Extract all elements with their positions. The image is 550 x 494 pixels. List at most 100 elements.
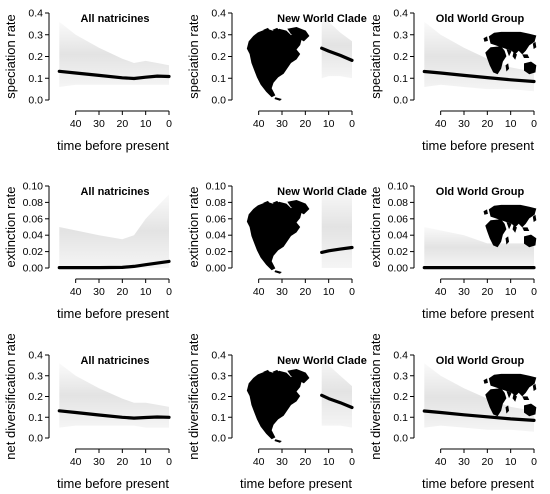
panel-title: All natricines	[80, 186, 149, 198]
y-tick-label: 0.10	[206, 181, 227, 193]
x-axis-label: time before present	[57, 306, 169, 321]
y-tick-label: 0.3	[28, 29, 43, 41]
y-tick-label: 0.00	[206, 263, 227, 275]
x-tick-label: 10	[505, 118, 517, 130]
y-tick-label: 0.08	[206, 197, 227, 209]
x-axis-label: time before present	[57, 138, 169, 153]
x-tick-label: 0	[166, 286, 172, 298]
y-tick-label: 0.3	[28, 370, 43, 382]
y-tick-label: 0.02	[388, 246, 409, 258]
confidence-band	[321, 13, 352, 79]
y-tick-label: 0.3	[393, 29, 408, 41]
y-tick-label: 0.1	[211, 73, 226, 85]
y-tick-label: 0.2	[28, 51, 43, 63]
y-tick-label: 0.2	[211, 51, 226, 63]
confidence-band	[321, 355, 352, 428]
y-axis-label: speciation rate	[368, 14, 383, 99]
x-tick-label: 0	[531, 118, 537, 130]
y-tick-label: 0.08	[23, 197, 44, 209]
y-tick-label: 0.2	[211, 391, 226, 403]
y-tick-label: 0.2	[28, 391, 43, 403]
rate-line	[320, 245, 354, 254]
x-tick-label: 0	[531, 286, 537, 298]
y-tick-label: 0.4	[393, 8, 408, 20]
y-tick-label: 0.4	[211, 8, 226, 20]
y-tick-label: 0.4	[211, 350, 226, 362]
y-tick-label: 0.04	[388, 230, 409, 242]
y-tick-label: 0.0	[393, 95, 408, 107]
x-axis-label: time before present	[422, 476, 534, 491]
y-axis-label: net diversification rate	[3, 333, 18, 459]
x-tick-label: 10	[323, 286, 335, 298]
panel-2: 0.0 0.1 0.2 0.3 0.4 40 30 20 10 0 speciation rate N…	[186, 8, 367, 131]
y-tick-label: 0.2	[393, 51, 408, 63]
y-tick-label: 0.0	[393, 433, 408, 445]
x-tick-label: 10	[323, 118, 335, 130]
x-tick-label: 20	[481, 118, 493, 130]
confidence-band	[59, 363, 169, 428]
x-axis-label: time before present	[57, 476, 169, 491]
y-tick-label: 0.10	[388, 181, 409, 193]
y-tick-label: 0.4	[393, 350, 408, 362]
y-axis-label: net diversification rate	[368, 333, 383, 459]
panel-title: All natricines	[80, 13, 149, 25]
rate-line	[57, 69, 171, 81]
y-axis-label: extinction rate	[3, 187, 18, 268]
y-tick-label: 0.2	[393, 391, 408, 403]
y-tick-label: 0.02	[23, 246, 44, 258]
x-tick-label: 20	[116, 286, 128, 298]
y-tick-label: 0.00	[388, 263, 409, 275]
y-axis-label: speciation rate	[3, 14, 18, 99]
x-tick-label: 30	[93, 456, 105, 468]
x-tick-label: 30	[458, 118, 470, 130]
rate-line	[320, 46, 354, 62]
y-tick-label: 0.06	[23, 213, 44, 225]
panel-7: 0.0 0.1 0.2 0.3 0.4 40 30 20 10 0 time before pres…	[3, 333, 172, 491]
x-tick-label: 0	[531, 456, 537, 468]
x-tick-label: 30	[458, 456, 470, 468]
old-world-map-icon	[483, 204, 537, 248]
x-tick-label: 30	[93, 118, 105, 130]
y-axis-label: extinction rate	[368, 187, 383, 268]
y-tick-label: 0.4	[28, 350, 43, 362]
panel-grid: 0.0 0.1 0.2 0.3 0.4 40 30 20 10 0 time before pres…	[3, 8, 537, 492]
panel-title: Old World Group	[436, 13, 525, 25]
x-tick-label: 20	[299, 456, 311, 468]
x-tick-label: 10	[140, 118, 152, 130]
panel-5: 0.00 0.02 0.04 0.06 0.08 0.10 40 30 20 10 0 extinct…	[186, 181, 367, 299]
confidence-band	[424, 363, 534, 432]
x-tick-label: 30	[276, 286, 288, 298]
x-tick-label: 20	[299, 118, 311, 130]
y-axis-label: speciation rate	[186, 14, 201, 99]
confidence-band	[321, 186, 352, 268]
y-tick-label: 0.1	[28, 73, 43, 85]
y-tick-label: 0.10	[23, 181, 44, 193]
y-tick-label: 0.04	[23, 230, 44, 242]
x-tick-label: 0	[166, 118, 172, 130]
panel-1: 0.0 0.1 0.2 0.3 0.4 40 30 20 10 0 time before pres…	[3, 8, 172, 154]
x-tick-label: 20	[481, 456, 493, 468]
panel-title: New World Clade	[277, 355, 367, 367]
x-axis-label: time before present	[240, 476, 352, 491]
x-tick-label: 20	[481, 286, 493, 298]
panel-4: 0.00 0.02 0.04 0.06 0.08 0.10 40 30 20 10 0 time be…	[3, 181, 172, 322]
y-tick-label: 0.3	[211, 29, 226, 41]
panel-8: 0.0 0.1 0.2 0.3 0.4 40 30 20 10 0 time before pres…	[186, 333, 367, 491]
north-america-map-icon	[246, 200, 310, 274]
confidence-band	[424, 227, 534, 268]
x-tick-label: 0	[349, 118, 355, 130]
x-tick-label: 10	[505, 456, 517, 468]
confidence-band	[59, 21, 169, 88]
y-tick-label: 0.3	[393, 370, 408, 382]
x-tick-label: 0	[166, 456, 172, 468]
rate-line	[57, 409, 171, 420]
x-tick-label: 30	[458, 286, 470, 298]
y-tick-label: 0.08	[388, 197, 409, 209]
y-tick-label: 0.02	[206, 246, 227, 258]
y-tick-label: 0.06	[388, 213, 409, 225]
x-tick-label: 10	[323, 456, 335, 468]
y-tick-label: 0.1	[393, 73, 408, 85]
x-tick-label: 20	[116, 456, 128, 468]
confidence-band	[59, 194, 169, 268]
